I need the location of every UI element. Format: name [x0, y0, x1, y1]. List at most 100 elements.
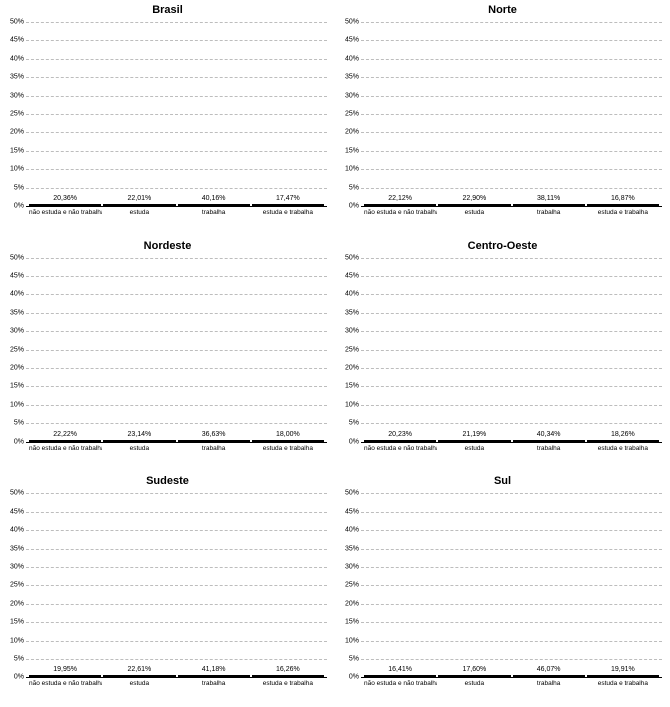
bar-value-label: 40,16% — [178, 195, 250, 202]
chart-area: 0%5%10%15%20%25%30%35%40%45%50%20,23%21,… — [361, 258, 662, 443]
y-tick-label: 35% — [345, 545, 361, 552]
y-tick-label: 35% — [10, 545, 26, 552]
y-tick-label: 50% — [10, 254, 26, 261]
bar-value-label: 38,11% — [513, 195, 585, 202]
x-tick-label: não estuda e não trabalha — [28, 443, 102, 452]
x-tick-label: estuda — [437, 678, 511, 687]
x-tick-label: estuda — [102, 207, 176, 216]
plot-area: 0%5%10%15%20%25%30%35%40%45%50%20,36%22,… — [26, 22, 327, 206]
y-tick-label: 20% — [10, 600, 26, 607]
y-tick-label: 10% — [345, 401, 361, 408]
x-tick-label: trabalha — [512, 678, 586, 687]
bar-wrap: 23,14% — [102, 431, 176, 442]
bar-value-label: 23,14% — [103, 431, 175, 438]
charts-grid: Brasil0%5%10%15%20%25%30%35%40%45%50%20,… — [0, 0, 670, 707]
y-tick-label: 0% — [14, 674, 26, 681]
bars-container: 16,41%17,60%46,07%19,91% — [361, 493, 662, 677]
bar-wrap: 40,34% — [512, 431, 586, 442]
bar — [364, 675, 436, 677]
chart-area: 0%5%10%15%20%25%30%35%40%45%50%16,41%17,… — [361, 493, 662, 678]
bar-wrap: 20,23% — [363, 431, 437, 442]
x-tick-label: estuda e trabalha — [251, 678, 325, 687]
chart-title: Sudeste — [4, 475, 331, 489]
bar-value-label: 22,12% — [364, 195, 436, 202]
y-tick-label: 5% — [349, 420, 361, 427]
x-tick-label: estuda e trabalha — [586, 443, 660, 452]
bar-value-label: 19,95% — [29, 666, 101, 673]
y-tick-label: 25% — [345, 582, 361, 589]
bar-wrap: 16,26% — [251, 666, 325, 677]
bar-wrap: 17,47% — [251, 195, 325, 206]
bar — [513, 675, 585, 677]
y-tick-label: 40% — [10, 527, 26, 534]
y-tick-label: 0% — [14, 438, 26, 445]
bar-wrap: 19,91% — [586, 666, 660, 677]
bar — [103, 440, 175, 442]
bar-value-label: 21,19% — [438, 431, 510, 438]
y-tick-label: 30% — [345, 328, 361, 335]
x-tick-label: trabalha — [177, 443, 251, 452]
bar — [178, 440, 250, 442]
bar-wrap: 22,90% — [437, 195, 511, 206]
bar — [252, 440, 324, 442]
y-tick-label: 25% — [345, 346, 361, 353]
bars-container: 20,23%21,19%40,34%18,26% — [361, 258, 662, 442]
y-tick-label: 5% — [349, 184, 361, 191]
x-tick-label: trabalha — [177, 678, 251, 687]
y-tick-label: 25% — [10, 346, 26, 353]
x-tick-label: trabalha — [512, 207, 586, 216]
y-tick-label: 15% — [345, 147, 361, 154]
bars-container: 22,12%22,90%38,11%16,87% — [361, 22, 662, 206]
y-tick-label: 40% — [10, 55, 26, 62]
bar-value-label: 40,34% — [513, 431, 585, 438]
x-tick-label: não estuda e não trabalha — [28, 678, 102, 687]
y-tick-label: 10% — [345, 166, 361, 173]
bar — [513, 440, 585, 442]
chart-title: Norte — [339, 4, 666, 18]
bar-wrap: 40,16% — [177, 195, 251, 206]
bar-value-label: 22,01% — [103, 195, 175, 202]
bar-wrap: 36,63% — [177, 431, 251, 442]
x-tick-label: estuda e trabalha — [251, 207, 325, 216]
bar-wrap: 22,22% — [28, 431, 102, 442]
plot-area: 0%5%10%15%20%25%30%35%40%45%50%22,22%23,… — [26, 258, 327, 442]
bar — [364, 440, 436, 442]
bar-value-label: 17,47% — [252, 195, 324, 202]
y-tick-label: 30% — [10, 328, 26, 335]
bar — [103, 675, 175, 677]
bar — [103, 204, 175, 206]
bar — [29, 440, 101, 442]
y-tick-label: 5% — [14, 184, 26, 191]
y-tick-label: 30% — [345, 563, 361, 570]
y-tick-label: 30% — [10, 92, 26, 99]
y-tick-label: 45% — [10, 37, 26, 44]
y-tick-label: 5% — [349, 655, 361, 662]
bar — [513, 204, 585, 206]
bar-wrap: 18,26% — [586, 431, 660, 442]
chart-panel: Brasil0%5%10%15%20%25%30%35%40%45%50%20,… — [0, 0, 335, 236]
bar-value-label: 18,26% — [587, 431, 659, 438]
x-axis: não estuda e não trabalhaestudatrabalhae… — [26, 678, 327, 687]
bar-value-label: 20,36% — [29, 195, 101, 202]
bar-value-label: 16,26% — [252, 666, 324, 673]
y-tick-label: 10% — [10, 166, 26, 173]
bar-wrap: 16,87% — [586, 195, 660, 206]
y-tick-label: 0% — [14, 203, 26, 210]
bar-value-label: 22,90% — [438, 195, 510, 202]
x-tick-label: não estuda e não trabalha — [363, 207, 437, 216]
bar — [438, 204, 510, 206]
chart-area: 0%5%10%15%20%25%30%35%40%45%50%19,95%22,… — [26, 493, 327, 678]
bar-wrap: 22,01% — [102, 195, 176, 206]
y-tick-label: 15% — [10, 383, 26, 390]
bar — [252, 204, 324, 206]
y-tick-label: 25% — [10, 582, 26, 589]
y-tick-label: 10% — [10, 637, 26, 644]
y-tick-label: 45% — [345, 273, 361, 280]
y-tick-label: 40% — [345, 527, 361, 534]
bars-container: 20,36%22,01%40,16%17,47% — [26, 22, 327, 206]
x-tick-label: estuda — [437, 207, 511, 216]
x-axis: não estuda e não trabalhaestudatrabalhae… — [26, 443, 327, 452]
chart-area: 0%5%10%15%20%25%30%35%40%45%50%22,22%23,… — [26, 258, 327, 443]
chart-panel: Norte0%5%10%15%20%25%30%35%40%45%50%22,1… — [335, 0, 670, 236]
y-tick-label: 35% — [10, 309, 26, 316]
